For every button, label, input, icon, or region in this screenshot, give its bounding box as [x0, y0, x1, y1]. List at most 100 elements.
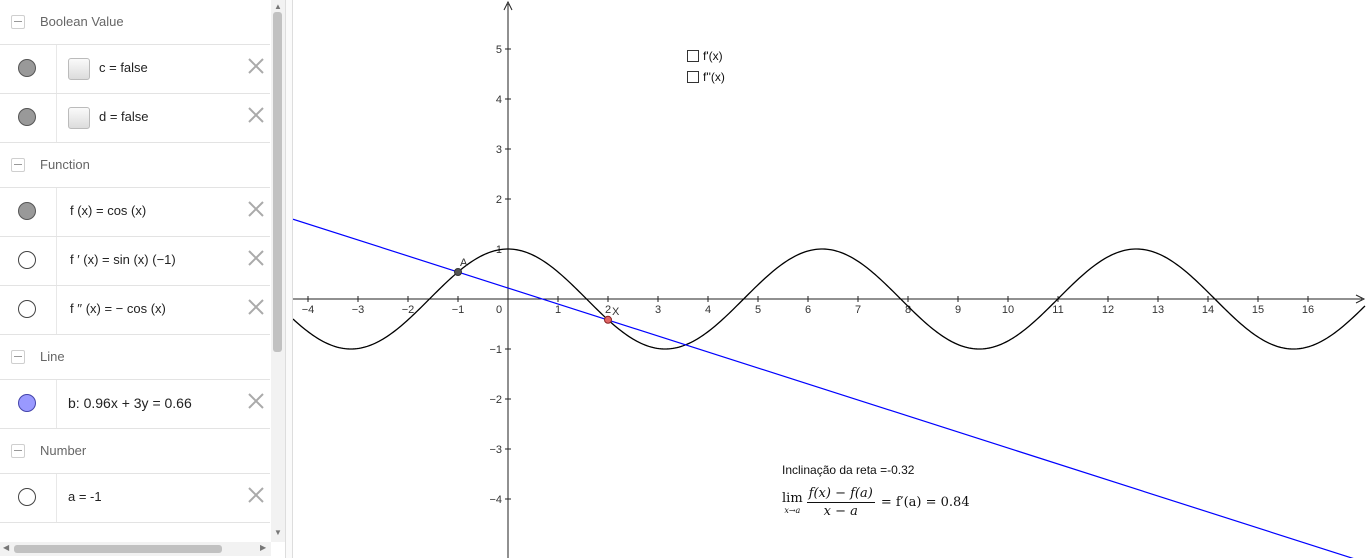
- x-tick-label: −4: [302, 304, 315, 316]
- collapse-icon[interactable]: [11, 15, 25, 29]
- y-tick-label: −2: [489, 394, 502, 406]
- x-tick-label: 12: [1102, 304, 1114, 316]
- x-tick-label: 1: [555, 304, 561, 316]
- group-boolean-value[interactable]: Boolean Value: [0, 0, 270, 45]
- visibility-dot-icon[interactable]: [18, 394, 36, 412]
- algebra-row-d[interactable]: d = false: [0, 94, 270, 143]
- algebra-row-f[interactable]: f (x) = cos (x): [0, 188, 270, 237]
- visibility-toggle[interactable]: [0, 45, 57, 93]
- scrollbar-thumb[interactable]: [273, 12, 282, 352]
- x-tick-label: 7: [855, 304, 861, 316]
- group-number[interactable]: Number: [0, 429, 270, 474]
- limit-operator: lim x→a: [782, 491, 803, 515]
- x-tick-label: 2: [605, 304, 611, 316]
- x-tick-label: 16: [1302, 304, 1314, 316]
- algebra-row-b[interactable]: b: 0.96x + 3y = 0.66: [0, 380, 270, 429]
- delete-icon[interactable]: [246, 56, 266, 76]
- boolean-checkbox[interactable]: [68, 107, 90, 129]
- visibility-toggle[interactable]: [0, 237, 57, 285]
- algebra-expression[interactable]: f ′ (x) = sin (x) (−1): [70, 252, 176, 267]
- group-label: Number: [40, 443, 87, 458]
- visibility-dot-icon[interactable]: [18, 251, 36, 269]
- group-function[interactable]: Function: [0, 143, 270, 188]
- group-label: Line: [40, 349, 65, 364]
- view-divider[interactable]: [285, 0, 293, 558]
- checkbox-box[interactable]: [687, 71, 699, 83]
- scroll-left-icon[interactable]: ◀: [3, 543, 10, 552]
- limit-numerator: f(x) − f(a): [806, 486, 875, 503]
- boolean-checkbox[interactable]: [68, 58, 90, 80]
- checkbox-box[interactable]: [687, 50, 699, 62]
- point-a: [454, 267, 462, 276]
- x-tick-label: 0: [496, 304, 502, 316]
- graphics-view[interactable]: −4 −3 −2 −1 0 1 2 3 4 5 6 7 8 9 10 11 12 13 14 15 16 5 4 3 2 1 −1−…: [293, 0, 1366, 558]
- checkbox-label: f''(x): [703, 70, 725, 84]
- algebra-row-f-prime[interactable]: f ′ (x) = sin (x) (−1): [0, 237, 270, 286]
- x-tick-label: 15: [1252, 304, 1264, 316]
- vertical-scrollbar[interactable]: ▲ ▼: [271, 0, 285, 542]
- x-tick-label: −2: [402, 304, 415, 316]
- y-tick-label: −1: [489, 344, 502, 356]
- visibility-toggle[interactable]: [0, 474, 57, 522]
- algebra-row-a[interactable]: a = -1: [0, 474, 270, 523]
- collapse-icon[interactable]: [11, 444, 25, 458]
- scrollbar-thumb[interactable]: [14, 545, 222, 553]
- delete-icon[interactable]: [246, 391, 266, 411]
- y-tick-label: −3: [489, 444, 502, 456]
- visibility-toggle[interactable]: [0, 94, 57, 142]
- horizontal-scrollbar[interactable]: ◀ ▶: [0, 542, 271, 556]
- visibility-dot-icon[interactable]: [18, 488, 36, 506]
- algebra-expression[interactable]: a = -1: [68, 489, 102, 504]
- line-b: [293, 218, 1354, 558]
- visibility-toggle[interactable]: [0, 188, 57, 236]
- limit-lim-text: lim: [782, 490, 803, 506]
- scroll-up-icon[interactable]: ▲: [274, 2, 282, 11]
- visibility-dot-icon[interactable]: [18, 59, 36, 77]
- visibility-toggle[interactable]: [0, 380, 57, 428]
- algebra-expression[interactable]: f (x) = cos (x): [70, 203, 147, 218]
- limit-denominator: x − a: [823, 504, 858, 519]
- group-label: Function: [40, 157, 90, 172]
- function-curve-f: [293, 248, 1366, 350]
- y-axis-arrow-icon: [503, 0, 513, 11]
- visibility-dot-icon[interactable]: [18, 300, 36, 318]
- algebra-expression[interactable]: b: 0.96x + 3y = 0.66: [68, 395, 192, 411]
- checkbox-f-prime[interactable]: f'(x): [687, 49, 723, 63]
- delete-icon[interactable]: [246, 485, 266, 505]
- collapse-icon[interactable]: [11, 350, 25, 364]
- delete-icon[interactable]: [246, 297, 266, 317]
- delete-icon[interactable]: [246, 199, 266, 219]
- algebra-row-c[interactable]: c = false: [0, 45, 270, 94]
- group-label: Boolean Value: [40, 14, 124, 29]
- delete-icon[interactable]: [246, 248, 266, 268]
- visibility-dot-icon[interactable]: [18, 202, 36, 220]
- x-tick-label: 9: [955, 304, 961, 316]
- graphics-canvas[interactable]: −4 −3 −2 −1 0 1 2 3 4 5 6 7 8 9 10 11 12 13 14 15 1654321−1−…: [293, 0, 1366, 558]
- algebra-row-f-double-prime[interactable]: f ′′ (x) = − cos (x): [0, 286, 270, 335]
- group-line[interactable]: Line: [0, 335, 270, 380]
- algebra-expression[interactable]: c = false: [99, 60, 148, 75]
- limit-result: = f′(a) = 0.84: [880, 495, 970, 510]
- visibility-dot-icon[interactable]: [18, 108, 36, 126]
- point-x-label: X: [612, 306, 620, 318]
- delete-icon[interactable]: [246, 105, 266, 125]
- x-tick-label: 13: [1152, 304, 1164, 316]
- y-tick-label: −4: [489, 494, 502, 506]
- y-tick-label: 3: [496, 144, 502, 156]
- x-tick-label: 6: [805, 304, 811, 316]
- visibility-toggle[interactable]: [0, 286, 57, 334]
- collapse-icon[interactable]: [11, 158, 25, 172]
- x-tick-label: −3: [352, 304, 365, 316]
- x-tick-label: 8: [905, 304, 911, 316]
- scroll-right-icon[interactable]: ▶: [260, 543, 267, 552]
- checkbox-f-double-prime[interactable]: f''(x): [687, 70, 725, 84]
- x-tick-label: 10: [1002, 304, 1014, 316]
- algebra-expression[interactable]: f ′′ (x) = − cos (x): [70, 301, 166, 316]
- checkbox-label: f'(x): [703, 49, 723, 63]
- scroll-down-icon[interactable]: ▼: [274, 528, 282, 537]
- x-tick-label: 5: [755, 304, 761, 316]
- y-tick-label: 2: [496, 194, 502, 206]
- point-a-label: A: [460, 257, 468, 269]
- algebra-expression[interactable]: d = false: [99, 109, 149, 124]
- x-tick-label: 14: [1202, 304, 1214, 316]
